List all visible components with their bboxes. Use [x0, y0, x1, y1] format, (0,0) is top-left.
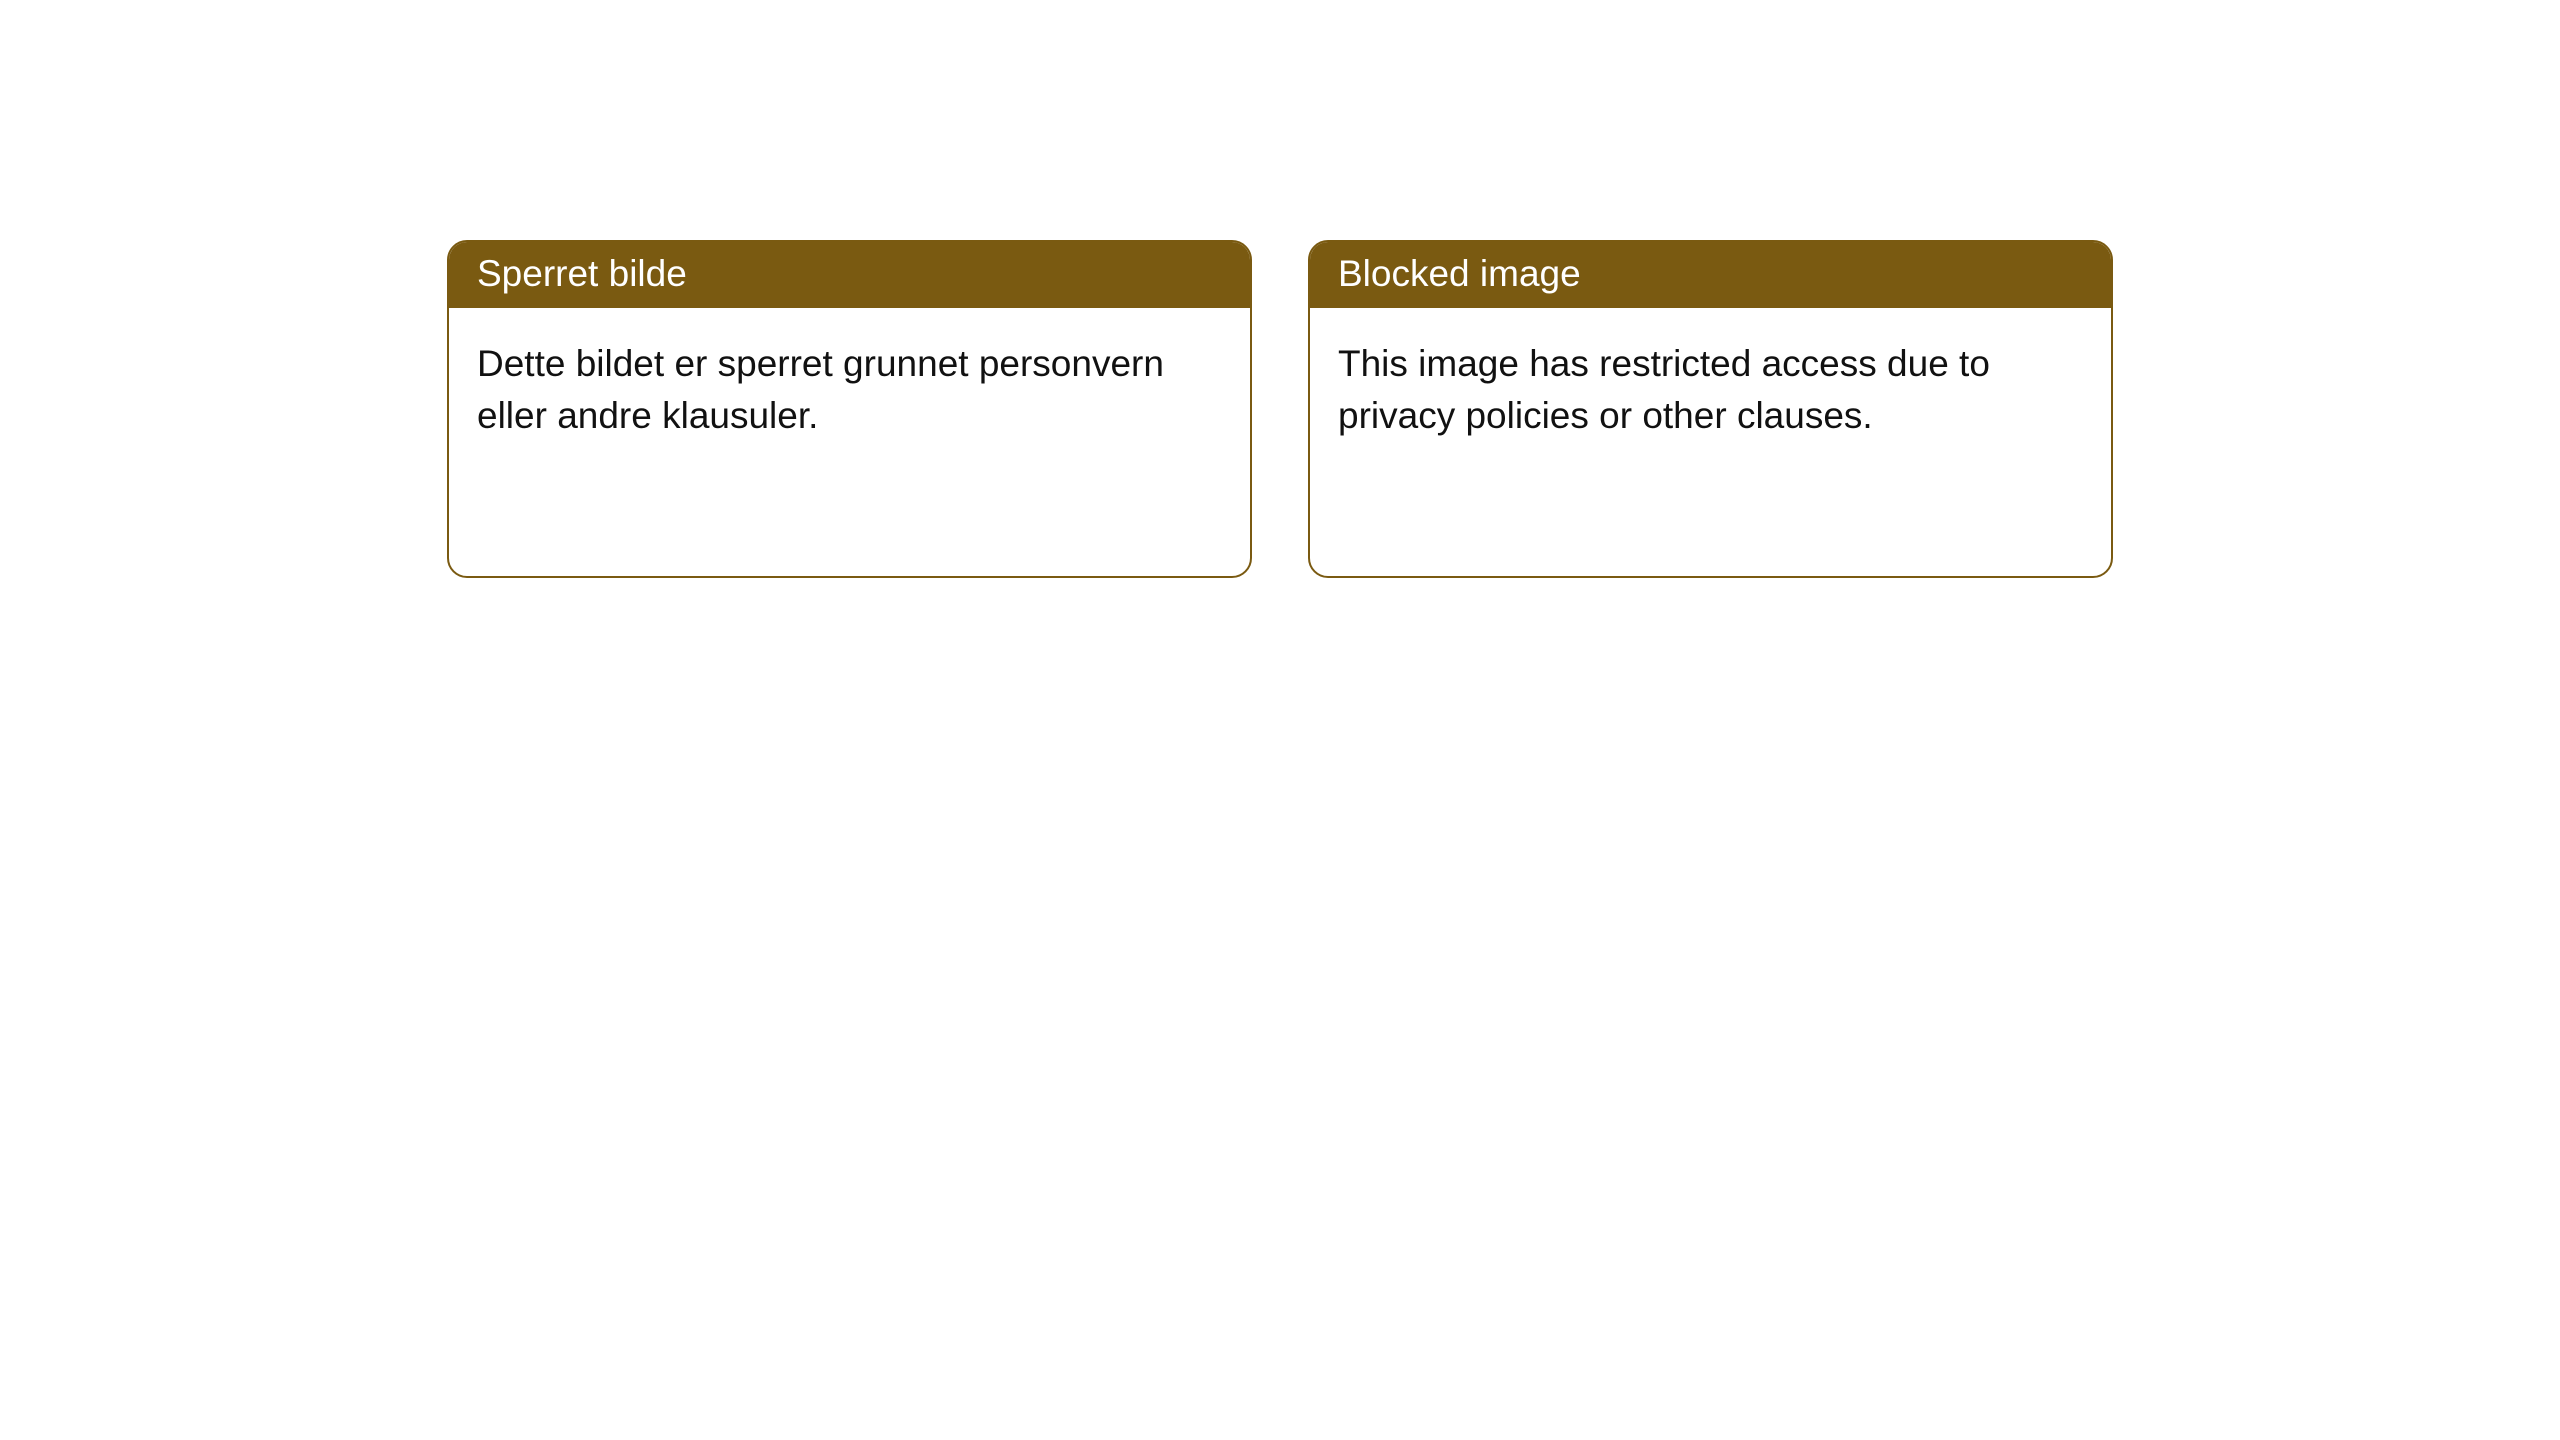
notice-card-norwegian: Sperret bilde Dette bildet er sperret gr… — [447, 240, 1252, 578]
card-body-norwegian: Dette bildet er sperret grunnet personve… — [449, 308, 1250, 472]
notice-cards-container: Sperret bilde Dette bildet er sperret gr… — [447, 240, 2113, 578]
card-header-norwegian: Sperret bilde — [449, 242, 1250, 308]
card-body-english: This image has restricted access due to … — [1310, 308, 2111, 472]
notice-card-english: Blocked image This image has restricted … — [1308, 240, 2113, 578]
card-header-english: Blocked image — [1310, 242, 2111, 308]
